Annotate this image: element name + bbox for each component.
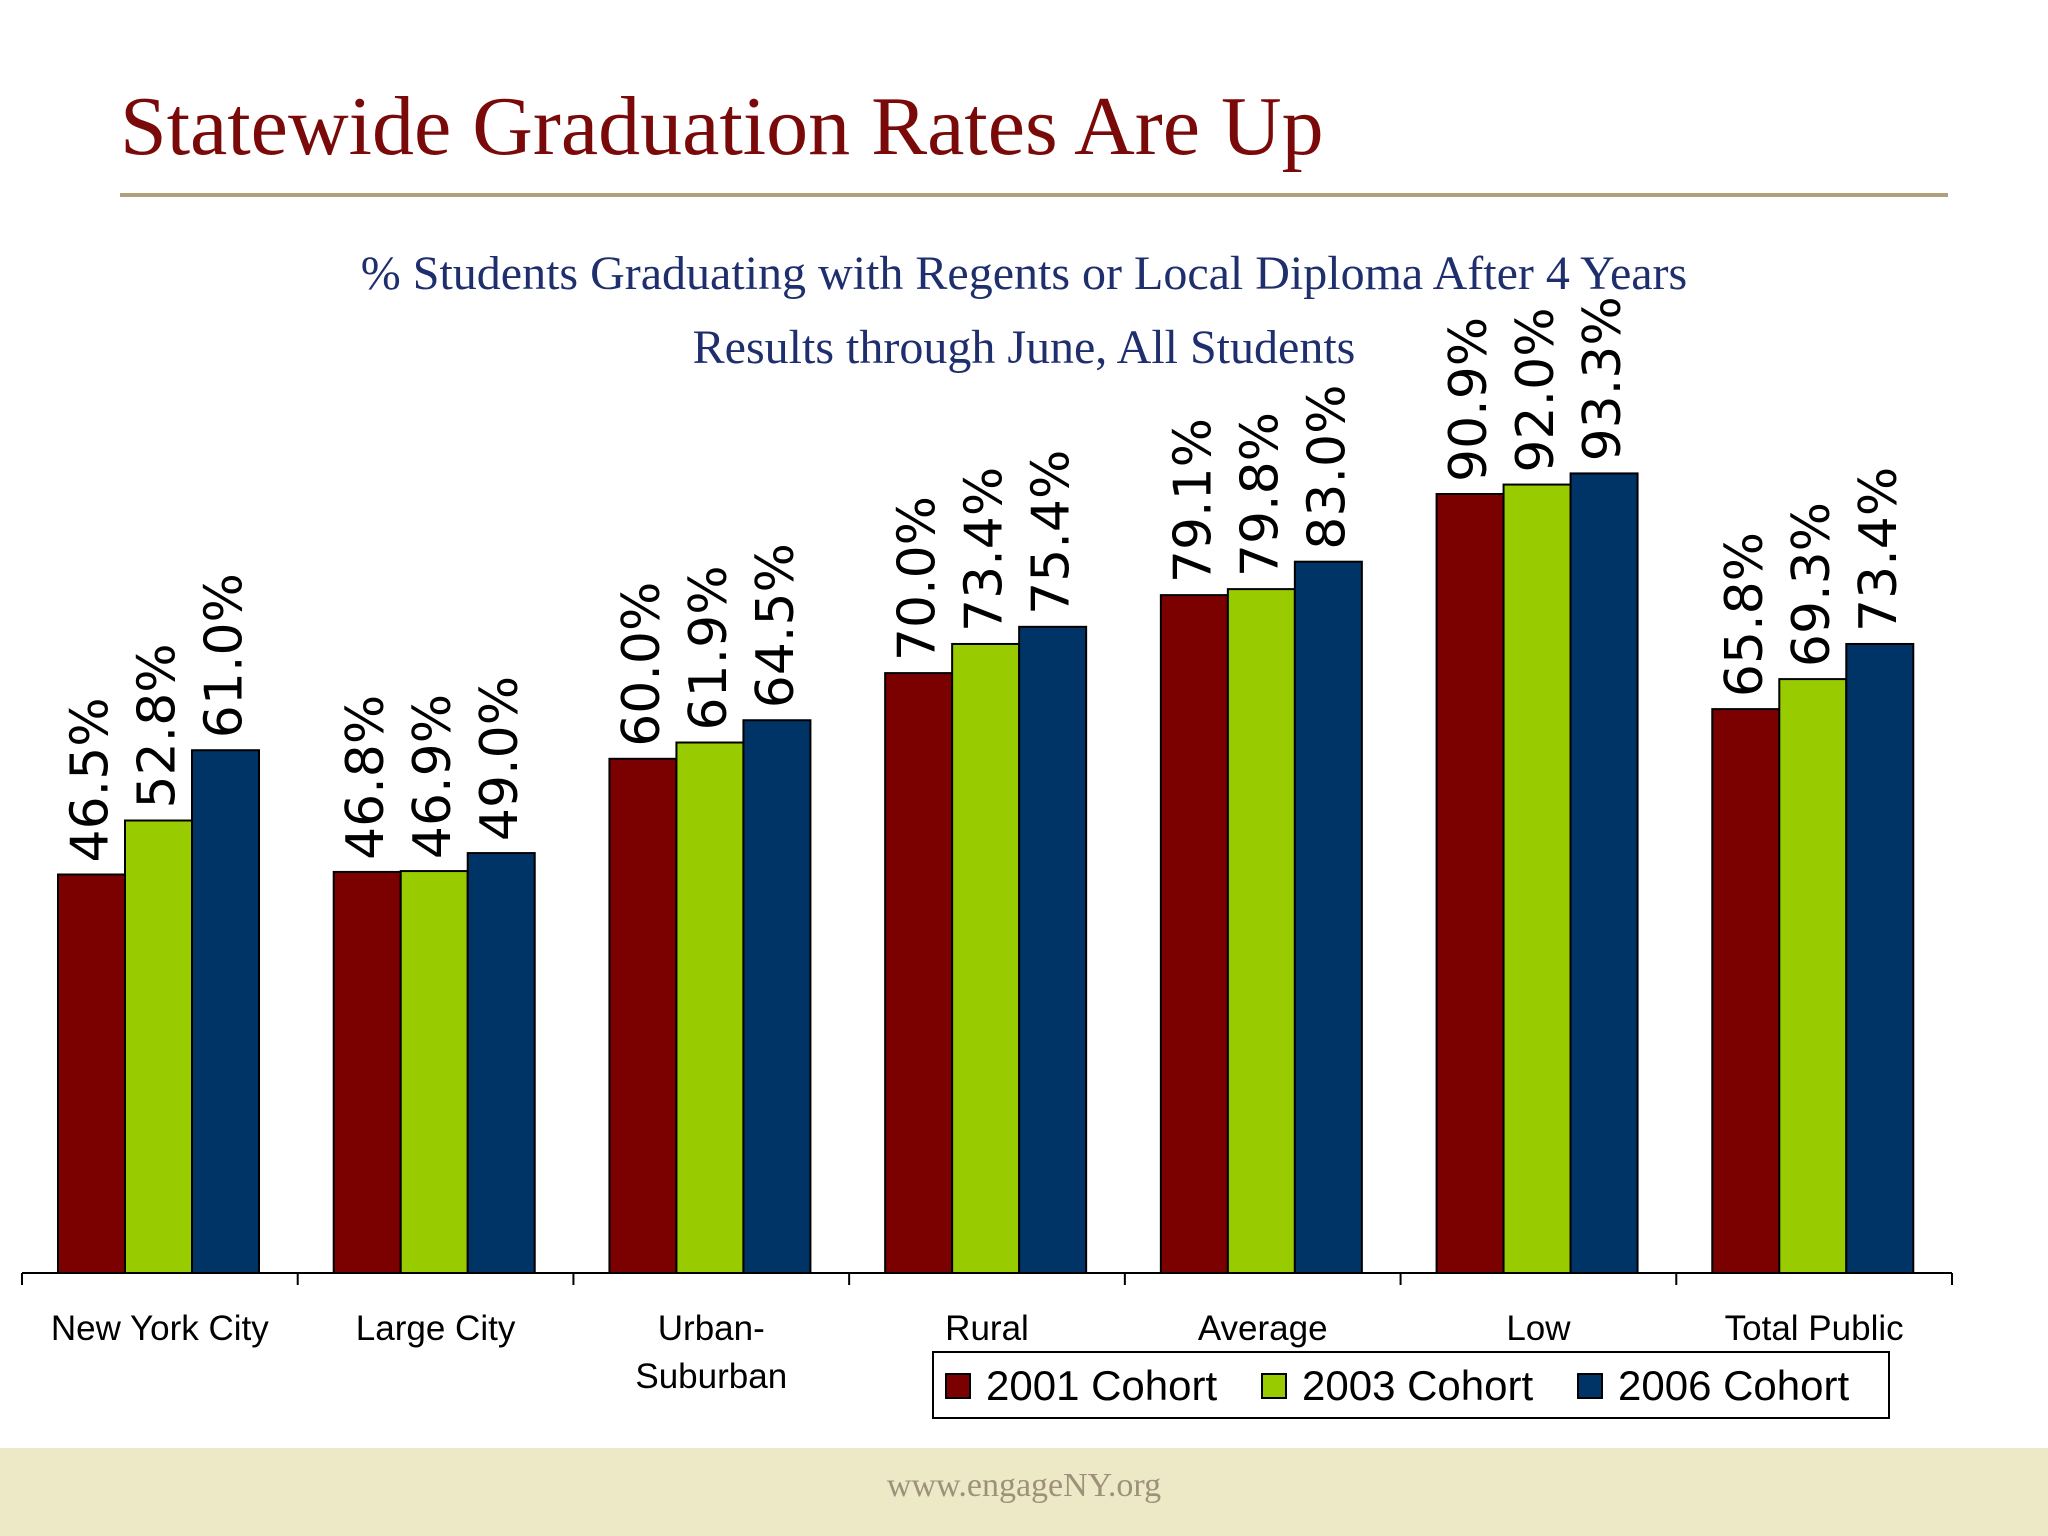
chart-subtitle-line2: Results through June, All Students (692, 321, 1356, 374)
data-label-1-3: 60.0% (612, 582, 672, 747)
tick-label-2: Large City (356, 1309, 516, 1348)
tick-label-3-line1: Urban- (658, 1309, 765, 1348)
data-label-1-6: 90.9% (1439, 317, 1499, 482)
bar-2-7 (1778, 678, 1848, 1274)
graduation-rates-bar-chart: 46.5% 52.8% 61.0% 46.8% 46.9% 49.0% 60.0% 61.9%… (21, 296, 1953, 1419)
data-label-1-1: 46.5% (61, 697, 121, 862)
legend-label-1: 2001 Cohort (986, 1362, 1217, 1409)
footer-url: www.engageNY.org (886, 1467, 1162, 1504)
data-label-3-4: 75.4% (1022, 450, 1082, 615)
data-label-1-7: 65.8% (1715, 532, 1775, 697)
legend-swatch-1 (945, 1373, 971, 1399)
bar-2-3 (675, 741, 745, 1274)
legend-box (932, 1351, 1890, 1419)
bar-2-5 (1226, 588, 1296, 1274)
data-label-1-4: 70.0% (888, 496, 948, 661)
tick-label-7: Total Public (1725, 1309, 1904, 1348)
bar-3-7 (1845, 642, 1915, 1274)
bar-1-4 (884, 672, 954, 1274)
data-label-2-6: 92.0% (1506, 307, 1566, 472)
bar-3-3 (742, 719, 812, 1274)
bar-1-6 (1435, 492, 1505, 1274)
tick-label-3-line2: Suburban (635, 1357, 787, 1396)
bar-3-5 (1293, 560, 1363, 1274)
legend-label-3: 2006 Cohort (1618, 1362, 1849, 1409)
x-axis: New York City Large City Urban- Suburban Rur… (21, 1272, 1953, 1396)
bar-3-6 (1569, 472, 1639, 1274)
bar-1-3 (608, 757, 678, 1274)
legend-swatch-3 (1577, 1373, 1603, 1399)
legend-swatch-2 (1261, 1373, 1287, 1399)
bar-2-2 (399, 870, 469, 1275)
bar-1-5 (1159, 594, 1229, 1274)
data-label-3-1: 61.0% (195, 573, 255, 738)
bar-1-2 (332, 870, 402, 1274)
chart-data-labels: 46.5% 52.8% 61.0% 46.8% 46.9% 49.0% 60.0% 61.9%… (61, 296, 1909, 862)
slide-title: Statewide Graduation Rates Are Up (120, 80, 1324, 173)
data-label-2-1: 52.8% (128, 643, 188, 808)
data-label-2-4: 73.4% (955, 467, 1015, 632)
bar-3-4 (1018, 625, 1088, 1274)
bar-1-1 (57, 873, 126, 1274)
title-divider (120, 193, 1948, 197)
tick-label-5: Average (1198, 1309, 1328, 1348)
chart-subtitle-line1: % Students Graduating with Regents or Lo… (360, 247, 1688, 300)
data-label-2-3: 61.9% (679, 565, 739, 730)
tick-label-4: Rural (945, 1309, 1029, 1348)
data-label-1-5: 79.1% (1163, 418, 1223, 583)
chart-bars (57, 472, 1915, 1275)
bar-2-6 (1502, 483, 1572, 1274)
tick-label-6: Low (1506, 1309, 1571, 1348)
data-label-2-2: 46.9% (403, 694, 463, 859)
data-label-1-2: 46.8% (336, 695, 396, 860)
data-label-3-6: 93.3% (1573, 296, 1633, 461)
data-label-2-7: 69.3% (1782, 502, 1842, 667)
legend-label-2: 2003 Cohort (1302, 1362, 1533, 1409)
bar-2-4 (951, 642, 1021, 1274)
chart-legend: 2001 Cohort 2003 Cohort 2006 Cohort (932, 1351, 1890, 1419)
bar-3-2 (466, 852, 536, 1274)
data-label-2-5: 79.8% (1230, 412, 1290, 577)
bar-1-7 (1711, 708, 1781, 1274)
footer-band (0, 1448, 2048, 1536)
data-label-3-3: 64.5% (746, 543, 806, 708)
bar-3-1 (191, 749, 260, 1274)
bar-2-1 (124, 819, 193, 1275)
data-label-3-5: 83.0% (1297, 384, 1357, 549)
data-label-3-2: 49.0% (470, 676, 530, 841)
data-label-3-7: 73.4% (1849, 467, 1909, 632)
tick-label-1: New York City (51, 1309, 269, 1348)
